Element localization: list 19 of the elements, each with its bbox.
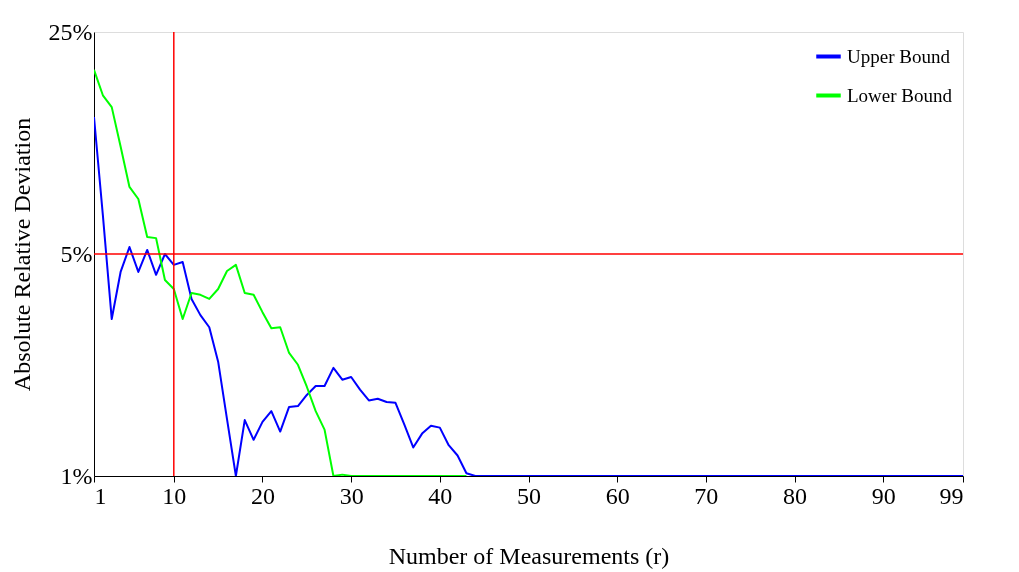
- x-axis-title: Number of Measurements (r): [388, 542, 670, 569]
- legend-label: Lower Bound: [847, 84, 953, 106]
- x-tick-label: 10: [162, 482, 187, 509]
- line-series: [94, 68, 468, 476]
- x-tick-label: 99: [939, 482, 964, 509]
- x-tick-label: 20: [250, 482, 275, 509]
- legend-label: Upper Bound: [847, 45, 951, 67]
- x-tick-label: 90: [871, 482, 896, 509]
- x-tick-label: 50: [517, 482, 541, 509]
- y-axis-title: Absolute Relative Deviation: [8, 117, 35, 392]
- x-tick-label: 60: [605, 482, 630, 509]
- y-tick-label: 5%: [60, 240, 93, 267]
- y-tick-label: 25%: [48, 18, 93, 45]
- x-tick-label: 1: [94, 482, 107, 509]
- x-tick-label: 70: [694, 482, 719, 509]
- x-tick-label: 40: [428, 482, 453, 509]
- x-tick-label: 30: [339, 482, 364, 509]
- x-tick-label: 80: [783, 482, 808, 509]
- y-tick-label: 1%: [60, 462, 93, 489]
